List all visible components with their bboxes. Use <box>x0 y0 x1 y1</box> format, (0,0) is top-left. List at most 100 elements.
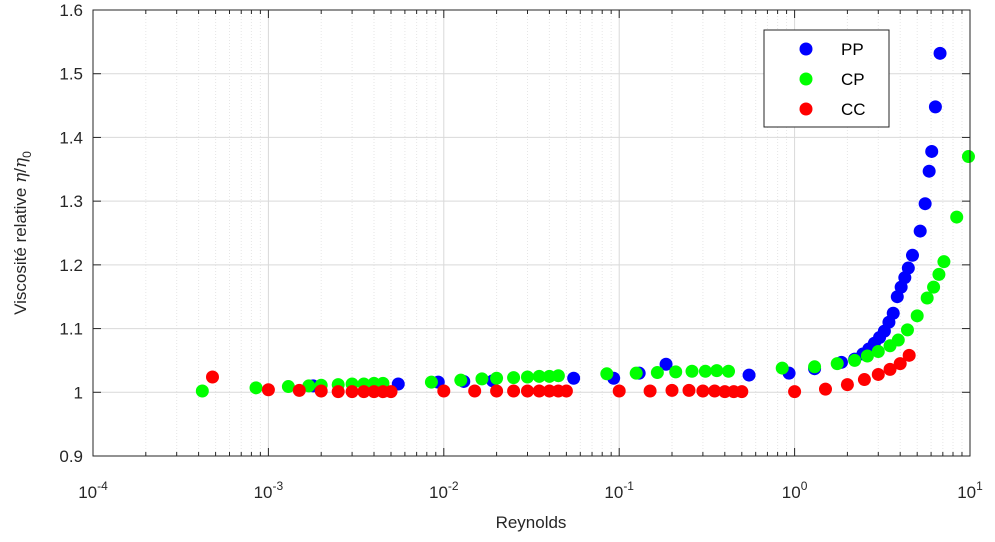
data-point-pp <box>928 100 942 114</box>
y-tick-label: 1.3 <box>59 192 83 211</box>
data-point-cc <box>437 384 451 398</box>
x-tick-label-base: 10 <box>604 483 623 502</box>
data-point-cc <box>883 362 897 376</box>
legend: PP CP CC <box>763 29 890 128</box>
data-point-cc <box>682 383 696 397</box>
data-point-cp <box>848 353 862 367</box>
data-point-cp <box>900 323 914 337</box>
data-point-pp <box>886 306 900 320</box>
data-point-cp <box>249 381 263 395</box>
y-axis-title-eta0: η <box>11 157 31 168</box>
data-point-cc <box>507 384 521 398</box>
data-point-cp <box>871 345 885 359</box>
data-point-cc <box>468 384 482 398</box>
x-tick-label-exponent: -2 <box>448 479 459 493</box>
y-tick-label: 0.9 <box>59 447 83 466</box>
data-point-cp <box>685 364 699 378</box>
data-point-cp <box>650 366 664 380</box>
legend-marker-cc <box>799 102 813 116</box>
y-tick-label: 1.4 <box>59 128 83 147</box>
data-point-cp <box>932 267 946 281</box>
data-point-cp <box>910 309 924 323</box>
data-point-cc <box>520 384 534 398</box>
data-point-cp <box>195 384 209 398</box>
data-point-cc <box>559 384 573 398</box>
axis-ticks <box>92 9 971 457</box>
data-point-cc <box>292 383 306 397</box>
data-point-cp <box>808 360 822 374</box>
legend-label-pp: PP <box>841 40 864 59</box>
x-tick-label-exponent: -4 <box>97 479 108 493</box>
data-point-cp <box>424 375 438 389</box>
legend-box <box>763 29 890 128</box>
x-tick-label: 101 <box>957 479 983 502</box>
data-point-cp <box>629 366 643 380</box>
data-point-cp <box>891 333 905 347</box>
plot-frame <box>92 9 971 457</box>
data-point-cp <box>830 357 844 371</box>
y-axis-title-subscript: 0 <box>20 151 34 158</box>
data-point-cp <box>961 150 975 164</box>
data-point-cc <box>840 378 854 392</box>
data-point-pp <box>925 144 939 158</box>
data-point-cp <box>520 370 534 384</box>
data-point-cp <box>860 349 874 363</box>
data-point-cc <box>893 357 907 371</box>
data-point-cp <box>454 373 468 387</box>
x-tick-label-exponent: -3 <box>273 479 284 493</box>
legend-marker-pp <box>799 42 813 56</box>
data-point-pp <box>922 164 936 178</box>
legend-label-cp: CP <box>841 70 865 89</box>
x-tick-label-base: 10 <box>782 483 801 502</box>
x-tick-label: 10-2 <box>429 479 459 502</box>
data-point-pp <box>901 261 915 275</box>
data-point-cc <box>871 367 885 381</box>
data-point-pp <box>918 197 932 211</box>
data-point-cc <box>735 385 749 399</box>
series-cc <box>205 348 916 399</box>
data-point-cc <box>643 384 657 398</box>
data-point-cc <box>261 383 275 397</box>
x-tick-label: 10-1 <box>604 479 634 502</box>
x-axis-title: Reynolds <box>496 513 567 532</box>
x-tick-label-base: 10 <box>957 483 976 502</box>
data-point-cp <box>937 255 951 269</box>
x-tick-label-exponent: -1 <box>623 479 634 493</box>
data-point-pp <box>742 368 756 382</box>
x-tick-label: 10-3 <box>254 479 284 502</box>
data-point-cp <box>600 367 614 381</box>
series-cp <box>195 150 975 398</box>
data-point-cc <box>718 385 732 399</box>
data-point-cp <box>490 371 504 385</box>
data-point-cc <box>818 382 832 396</box>
data-point-cc <box>788 385 802 399</box>
data-point-pp <box>905 248 919 262</box>
x-tick-label-base: 10 <box>254 483 273 502</box>
data-point-cp <box>710 364 724 378</box>
x-tick-label: 100 <box>782 479 808 502</box>
y-tick-label: 1.5 <box>59 65 83 84</box>
data-point-cc <box>357 385 371 399</box>
x-tick-label-exponent: 1 <box>976 479 983 493</box>
y-tick-label: 1.2 <box>59 256 83 275</box>
data-point-cc <box>532 384 546 398</box>
data-point-cc <box>384 385 398 399</box>
x-tick-label-exponent: 0 <box>801 479 808 493</box>
data-point-cp <box>950 210 964 224</box>
data-point-cc <box>314 384 328 398</box>
data-point-cc <box>367 385 381 399</box>
data-point-cc <box>205 370 219 384</box>
legend-marker-cp <box>799 72 813 86</box>
data-point-cp <box>551 369 565 383</box>
data-point-cc <box>542 384 556 398</box>
data-point-cp <box>475 372 489 386</box>
data-point-pp <box>567 371 581 385</box>
y-axis-title: Viscosité relative η/η0 <box>11 151 34 315</box>
data-point-cc <box>902 348 916 362</box>
y-tick-label: 1.1 <box>59 320 83 339</box>
data-point-pp <box>659 357 673 371</box>
data-point-cp <box>281 380 295 394</box>
data-points <box>195 46 975 399</box>
x-tick-labels: 10-4 10-3 10-2 10-1 100 101 <box>78 479 983 502</box>
